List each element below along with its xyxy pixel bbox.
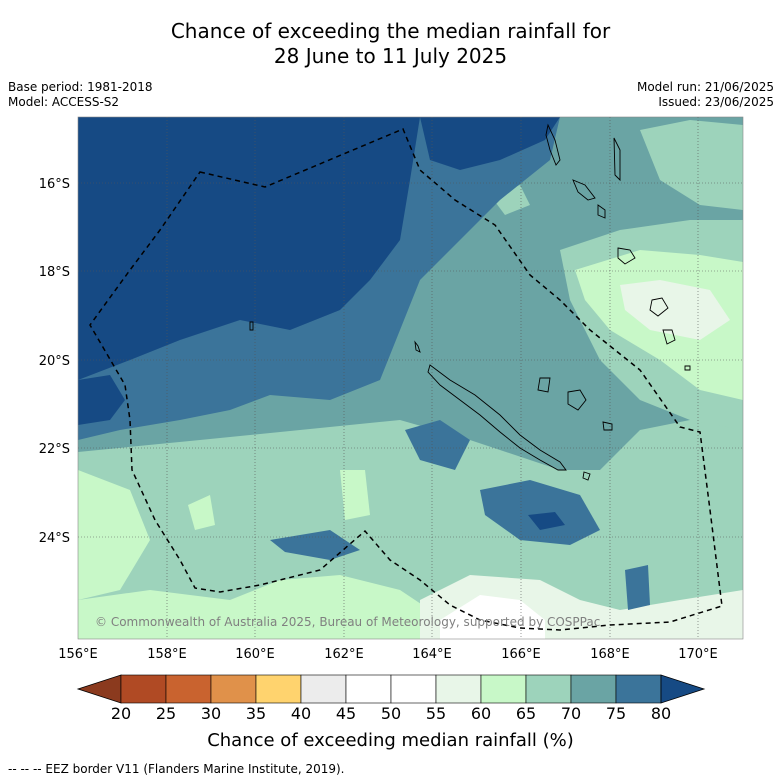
lon-label: 158°E bbox=[147, 647, 187, 662]
map-title-line2: 28 June to 11 July 2025 bbox=[273, 44, 508, 68]
coastlines bbox=[249, 123, 691, 481]
colorbar-label: 20 bbox=[110, 704, 132, 723]
colorbar-label: 30 bbox=[200, 704, 222, 723]
lon-label: 160°E bbox=[235, 647, 275, 662]
colorbar-title: Chance of exceeding median rainfall (%) bbox=[207, 730, 574, 751]
island-8 bbox=[684, 365, 691, 371]
colorbar-segment bbox=[435, 674, 482, 704]
loyalty-island-1 bbox=[649, 297, 669, 317]
map-fill-layer bbox=[78, 117, 743, 639]
model-run-text: Model run: 21/06/2025 bbox=[636, 80, 774, 94]
island-5 bbox=[582, 471, 591, 481]
colorbar-label: 25 bbox=[155, 704, 177, 723]
vanuatu-island-5 bbox=[617, 247, 636, 265]
colorbar-label: 35 bbox=[245, 704, 267, 723]
colorbar bbox=[76, 674, 706, 704]
lon-label: 162°E bbox=[324, 647, 364, 662]
colorbar-segment bbox=[120, 674, 167, 704]
lat-label: 16°S bbox=[39, 177, 70, 192]
loyalty-island-2 bbox=[662, 329, 676, 345]
colorbar-label: 70 bbox=[560, 704, 582, 723]
vanuatu-island-1 bbox=[545, 123, 561, 166]
vanuatu-island-3 bbox=[597, 204, 606, 219]
colorbar-label: 40 bbox=[290, 704, 312, 723]
lon-label: 166°E bbox=[501, 647, 541, 662]
island-7 bbox=[414, 340, 421, 353]
island-9 bbox=[602, 421, 613, 431]
colorbar-segment bbox=[570, 674, 617, 704]
lat-label: 20°S bbox=[39, 354, 70, 369]
island-6 bbox=[249, 321, 254, 331]
colorbar-label: 55 bbox=[425, 704, 447, 723]
colorbar-segment bbox=[300, 674, 347, 704]
model-text: Model: ACCESS-S2 bbox=[8, 95, 120, 109]
lon-label: 168°E bbox=[590, 647, 630, 662]
colorbar-segment bbox=[615, 674, 662, 704]
new-caledonia-coast bbox=[427, 364, 567, 471]
colorbar-segment bbox=[165, 674, 212, 704]
colorbar-segment bbox=[345, 674, 392, 704]
lon-label: 170°E bbox=[678, 647, 718, 662]
longitude-labels: 156°E 158°E 160°E 162°E 164°E 166°E 168°… bbox=[58, 647, 718, 662]
lon-label: 156°E bbox=[58, 647, 98, 662]
map-gridlines bbox=[78, 117, 743, 639]
lon-label: 164°E bbox=[412, 647, 452, 662]
colorbar-segment bbox=[255, 674, 302, 704]
colorbar-label: 45 bbox=[335, 704, 357, 723]
vanuatu-island-4 bbox=[613, 137, 621, 182]
eez-legend-text: -- -- -- EEZ border V11 (Flanders Marine… bbox=[8, 762, 345, 776]
colorbar-segment bbox=[525, 674, 572, 704]
lat-label: 24°S bbox=[39, 531, 70, 546]
map-frame bbox=[77, 116, 744, 640]
colorbar-label: 75 bbox=[605, 704, 627, 723]
colorbar-segment bbox=[390, 674, 437, 704]
colorbar-segment bbox=[480, 674, 527, 704]
issued-text: Issued: 23/06/2025 bbox=[658, 95, 774, 109]
eez-border bbox=[89, 128, 723, 631]
map-title-line1: Chance of exceeding the median rainfall … bbox=[170, 19, 611, 43]
vanuatu-island-2 bbox=[572, 179, 596, 201]
latitude-labels: 16°S 18°S 20°S 22°S 24°S bbox=[39, 177, 70, 546]
base-period-text: Base period: 1981-2018 bbox=[8, 80, 153, 94]
lat-label: 18°S bbox=[39, 265, 70, 280]
colorbar-label: 80 bbox=[650, 704, 672, 723]
copyright-text: © Commonwealth of Australia 2025, Bureau… bbox=[95, 615, 600, 629]
colorbar-label: 60 bbox=[470, 704, 492, 723]
colorbar-segment bbox=[210, 674, 257, 704]
lat-label: 22°S bbox=[39, 442, 70, 457]
colorbar-label: 65 bbox=[515, 704, 537, 723]
island-3 bbox=[567, 389, 587, 411]
colorbar-extend-low bbox=[76, 674, 122, 704]
colorbar-extend-high bbox=[660, 674, 706, 704]
colorbar-label: 50 bbox=[380, 704, 402, 723]
island-4 bbox=[537, 377, 551, 393]
